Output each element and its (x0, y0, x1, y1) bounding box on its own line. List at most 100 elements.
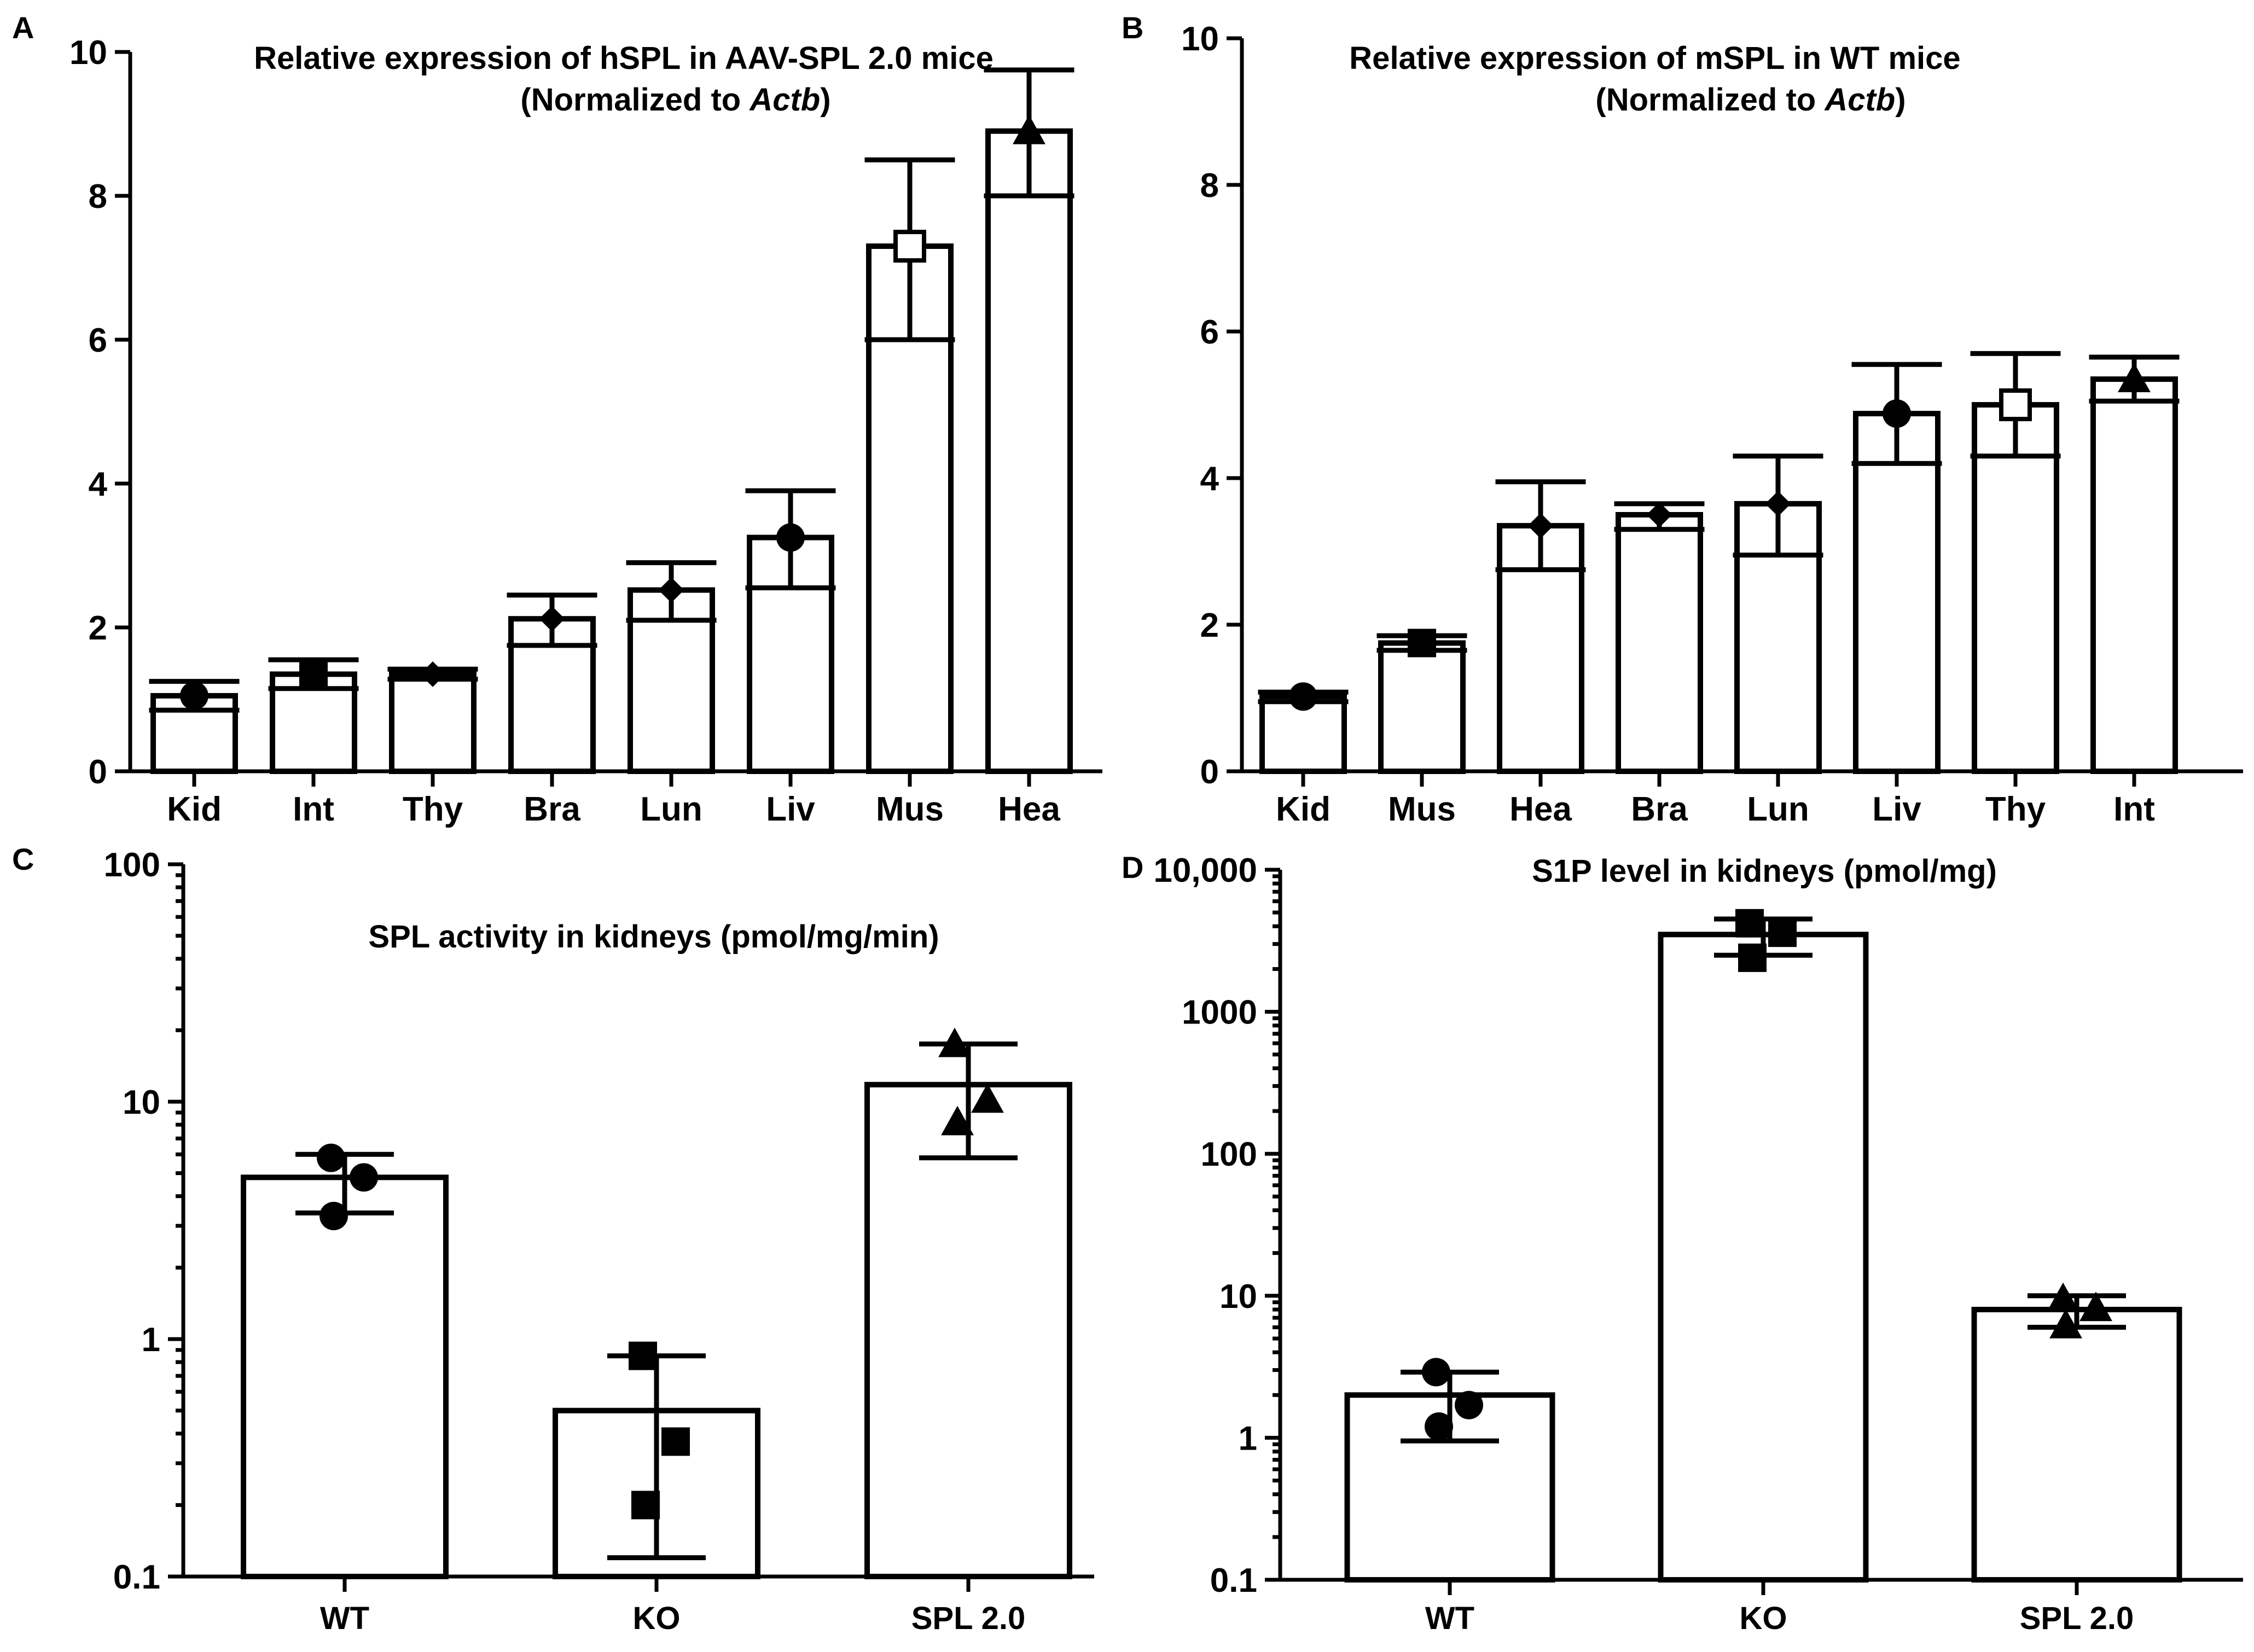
panel-c-x-tick-label: WT (320, 1601, 369, 1636)
panel-d: D S1P level in kidneys (pmol/mg) 0.1 1 10 1… (1122, 850, 2243, 1636)
panel-d-y-tick-label: 10 (1219, 1278, 1257, 1316)
panel-c-y-tick-label: 0.1 (113, 1558, 160, 1596)
panel-c-data-point (631, 1491, 660, 1520)
panel-a-x-tick-label: Bra (524, 790, 580, 828)
panel-b-bar (1378, 640, 1466, 774)
panel-d-data-point (2079, 1292, 2112, 1322)
panel-a-subtitle: (Normalized to Actb) (520, 82, 830, 118)
panel-c-data-point (971, 1083, 1004, 1113)
panel-a-mean-marker (299, 660, 328, 689)
panel-c-x-tick-label: KO (633, 1601, 681, 1636)
panel-b-y-tick-label: 8 (1200, 167, 1219, 205)
panel-a-y-tick-label: 0 (89, 753, 107, 791)
panel-c-x-tick-label: SPL 2.0 (911, 1601, 1026, 1636)
panel-b-x-tick-label: Bra (1631, 790, 1688, 828)
panel-d-title: S1P level in kidneys (pmol/mg) (1532, 853, 1997, 889)
panel-b-mean-marker (2118, 363, 2151, 393)
panel-b-letter: B (1122, 10, 1143, 45)
panel-b-x-tick-label: Kid (1276, 790, 1331, 828)
panel-b-mean-marker (1408, 629, 1436, 658)
panel-a-title: Relative expression of hSPL in AAV-SPL 2… (254, 40, 994, 76)
panel-b-subtitle: (Normalized to Actb) (1595, 82, 1906, 118)
panel-b-bar (2090, 376, 2178, 774)
panel-a-mean-marker (180, 681, 208, 710)
panel-a-x-tick-label: Thy (403, 790, 463, 828)
panel-b-title: Relative expression of mSPL in WT mice (1349, 40, 1960, 76)
panel-a-bar (747, 534, 834, 774)
panel-d-x-tick-label: WT (1425, 1601, 1474, 1636)
panel-d-data-point (1738, 943, 1767, 972)
panel-b-mean-marker (1289, 682, 1317, 711)
panel-a-mean-marker (539, 606, 565, 632)
panel-d-y-tick-label: 1000 (1182, 994, 1257, 1032)
panel-b-x-tick-label: Liv (1872, 790, 1921, 828)
panel-a-mean-marker (1013, 114, 1045, 144)
panel-c-title: SPL activity in kidneys (pmol/mg/min) (368, 919, 939, 955)
panel-c-data-point (350, 1163, 378, 1192)
panel-a-mean-marker (658, 577, 684, 603)
panel-c-y-tick-label: 1 (142, 1321, 160, 1359)
panel-d-x-tick-label: KO (1740, 1601, 1787, 1636)
panel-c-data-point (938, 1027, 971, 1057)
panel-c-data-point (319, 1201, 348, 1230)
panel-b-x-tick-label: Lun (1747, 790, 1809, 828)
panel-a-x-tick-label: Kid (167, 790, 222, 828)
panel-a-letter: A (12, 10, 34, 45)
panel-a-y-tick-label: 10 (69, 34, 107, 72)
panel-a-x-tick-label: Lun (640, 790, 702, 828)
panel-b-x-tick-label: Int (2113, 790, 2155, 828)
panel-b-mean-marker (1883, 399, 1911, 428)
panel-a-y-tick-label: 4 (89, 466, 108, 503)
panel-d-bar (1971, 1306, 2182, 1583)
panel-a-x-tick-label: Mus (876, 790, 944, 828)
panel-a-x-tick-label: Liv (766, 790, 815, 828)
panel-a-y-tick-label: 6 (89, 322, 107, 359)
panel-a-mean-marker (420, 661, 446, 687)
panel-d-y-tick-label: 1 (1239, 1420, 1257, 1457)
panel-c-bar (864, 1081, 1072, 1579)
panel-c-y-tick-label: 100 (104, 846, 160, 884)
panel-a-bar (985, 128, 1073, 774)
panel-d-data-point (1425, 1412, 1453, 1441)
panel-d-data-point (1455, 1391, 1483, 1420)
panel-b-x-tick-label: Mus (1388, 790, 1456, 828)
panel-b-mean-marker (1646, 502, 1672, 528)
panel-b-y-tick-label: 2 (1200, 607, 1219, 644)
panel-a: A Relative expression of hSPL in AAV-SPL… (12, 10, 1102, 828)
panel-d-data-point (2047, 1282, 2079, 1312)
panel-b: B Relative expression of mSPL in WT mice… (1122, 10, 2243, 828)
panel-b-bar (1853, 411, 1941, 774)
panel-b-x-tick-label: Thy (1985, 790, 2046, 828)
panel-d-data-point (1735, 909, 1764, 938)
panel-d-y-tick-label: 10,000 (1153, 852, 1257, 889)
panel-c-bar (241, 1174, 449, 1579)
panel-d-bar (1658, 932, 1869, 1583)
panel-d-data-point (1422, 1358, 1450, 1387)
panel-d-y-tick-label: 0.1 (1210, 1562, 1257, 1599)
panel-c-y-tick-label: 10 (123, 1084, 160, 1121)
panel-d-letter: D (1122, 850, 1143, 885)
panel-d-x-tick-label: SPL 2.0 (2020, 1601, 2134, 1636)
panel-c-data-point (661, 1427, 690, 1456)
panel-d-data-point (1768, 918, 1797, 947)
panel-a-y-tick-label: 2 (89, 609, 107, 647)
panel-c-data-point (941, 1106, 974, 1136)
panel-a-mean-marker (893, 230, 926, 263)
panel-a-bar (389, 671, 477, 774)
panel-b-bar (1972, 402, 2059, 774)
panel-a-y-tick-label: 8 (89, 178, 107, 216)
panel-c-letter: C (12, 842, 34, 876)
panel-d-y-tick-label: 100 (1201, 1136, 1257, 1173)
panel-b-bar (1616, 512, 1703, 774)
panel-a-x-tick-label: Hea (998, 790, 1060, 828)
panel-b-y-tick-label: 0 (1200, 753, 1219, 791)
panel-a-x-tick-label: Int (293, 790, 334, 828)
panel-b-x-tick-label: Hea (1509, 790, 1572, 828)
panel-c-data-point (629, 1341, 657, 1370)
panel-b-mean-marker (1999, 388, 2032, 421)
panel-d-data-point (2049, 1308, 2082, 1339)
panel-c: C SPL activity in kidneys (pmol/mg/min) … (12, 842, 1094, 1636)
panel-b-mean-marker (1765, 491, 1791, 517)
panel-b-mean-marker (1527, 513, 1554, 539)
